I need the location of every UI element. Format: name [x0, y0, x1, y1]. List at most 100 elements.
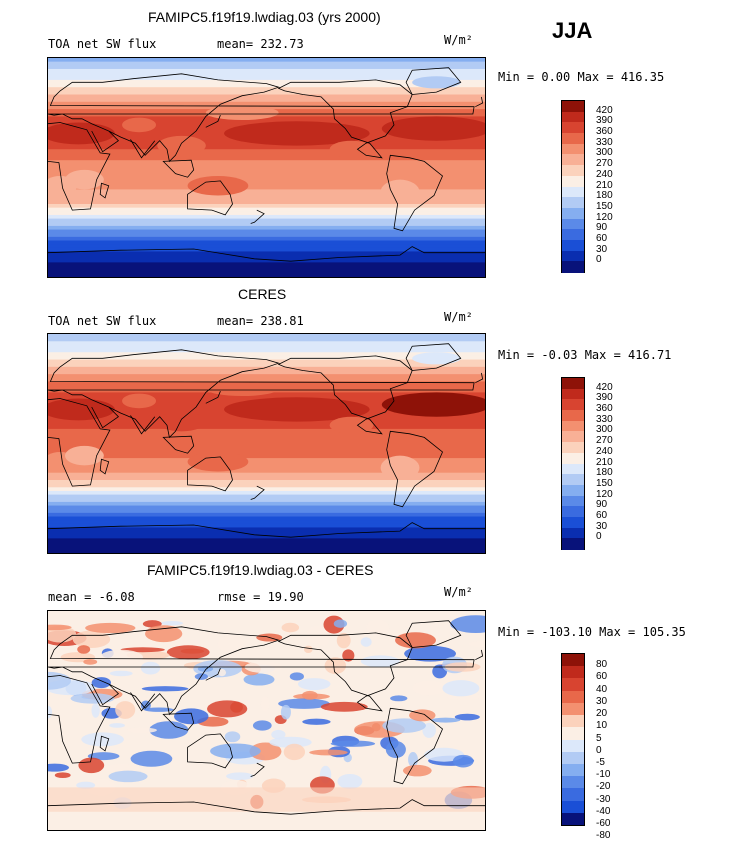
- colorbar-cell: [562, 776, 584, 789]
- coastline: [91, 683, 120, 706]
- anomaly-blob: [193, 660, 242, 678]
- coastline: [205, 668, 221, 681]
- anomaly-blob: [336, 632, 351, 649]
- field-band: [48, 334, 485, 339]
- field-band: [48, 255, 485, 260]
- anomaly-blob: [127, 727, 157, 733]
- anomaly-blob: [99, 649, 143, 665]
- field-band: [48, 483, 485, 488]
- panel1-coastlines: [48, 67, 485, 262]
- field-band: [48, 229, 485, 234]
- anomaly-blob: [207, 700, 248, 718]
- anomaly-blob: [442, 680, 480, 697]
- colorbar-cell: [562, 154, 584, 166]
- coastline: [48, 73, 475, 163]
- coastline: [162, 159, 195, 178]
- colorbar-tick-label: 0: [596, 744, 602, 756]
- coastline: [386, 430, 443, 508]
- field-band: [48, 204, 485, 209]
- field-feature: [381, 116, 485, 141]
- panel3-minmax: Min = -103.10 Max = 105.35: [498, 625, 686, 639]
- colorbar-cell: [562, 702, 584, 716]
- field-band: [48, 225, 485, 231]
- panel1-title: FAMIPC5.f19f19.lwdiag.03 (yrs 2000): [148, 9, 381, 25]
- field-band: [48, 273, 485, 277]
- anomaly-blob: [160, 620, 184, 626]
- colorbar-tick-label: -10: [596, 769, 611, 781]
- panel2-field: [48, 334, 485, 553]
- anomaly-blob: [450, 615, 485, 633]
- coastline: [475, 372, 484, 384]
- colorbar-cell: [562, 143, 584, 155]
- panel3-difference-map: [47, 610, 486, 831]
- anomaly-blob: [402, 764, 432, 777]
- field-band: [48, 425, 485, 430]
- colorbar-tick-label: 10: [596, 720, 608, 732]
- coastline: [99, 458, 110, 475]
- anomaly-blob: [54, 772, 71, 779]
- anomaly-blob: [76, 781, 96, 789]
- field-feature: [64, 445, 104, 466]
- anomaly-blob: [115, 701, 136, 719]
- colorbar-tick-label: 80: [596, 659, 608, 671]
- field-band: [48, 61, 485, 66]
- field-band: [48, 527, 485, 532]
- field-band: [48, 247, 485, 253]
- field-band: [48, 523, 485, 529]
- anomaly-blob: [395, 632, 436, 649]
- anomaly-blob: [140, 661, 161, 675]
- colorbar-tick-label: 30: [596, 520, 608, 532]
- panel2-title: CERES: [238, 286, 287, 302]
- anomaly-blob: [278, 698, 330, 709]
- colorbar-cell: [562, 727, 584, 740]
- anomaly-blob: [280, 704, 291, 720]
- anomaly-blob: [283, 743, 306, 761]
- colorbar-tick-label: 120: [596, 488, 613, 500]
- field-band: [48, 366, 485, 372]
- panel3-mean-label: mean = -6.08: [48, 590, 135, 604]
- panel3-title: FAMIPC5.f19f19.lwdiag.03 - CERES: [147, 562, 374, 578]
- colorbar-tick-label: 30: [596, 243, 608, 255]
- field-feature: [380, 179, 420, 204]
- colorbar-tick-label: 90: [596, 499, 608, 511]
- field-band: [48, 178, 485, 183]
- field-band: [48, 432, 485, 437]
- field-band: [48, 79, 485, 85]
- anomaly-blob: [130, 750, 173, 767]
- field-band: [48, 447, 485, 452]
- panel1-map-svg: [48, 58, 485, 277]
- field-band: [48, 359, 485, 364]
- field-feature: [157, 411, 206, 432]
- field-feature: [381, 392, 485, 417]
- colorbar-cell: [562, 239, 584, 252]
- colorbar-tick-label: 180: [596, 467, 613, 479]
- field-feature: [64, 169, 104, 190]
- anomaly-blob: [143, 707, 174, 712]
- field-band: [48, 344, 485, 350]
- anomaly-blob: [342, 649, 355, 662]
- anomaly-blob: [337, 773, 363, 790]
- coastline: [386, 707, 443, 785]
- colorbar-tick-label: 270: [596, 435, 613, 447]
- coastline: [250, 485, 265, 500]
- field-band: [48, 428, 485, 434]
- colorbar-cell: [562, 678, 584, 692]
- anomaly-blob: [243, 673, 275, 686]
- field-band: [48, 251, 485, 256]
- field-band: [48, 392, 485, 397]
- coastline: [162, 435, 195, 454]
- field-band: [48, 101, 485, 107]
- field-feature: [329, 416, 374, 434]
- field-feature: [224, 121, 370, 146]
- anomaly-blob: [91, 677, 111, 689]
- field-band: [48, 421, 485, 426]
- field-band: [48, 534, 485, 539]
- colorbar-tick-label: 60: [596, 509, 608, 521]
- field-band: [48, 72, 485, 77]
- field-band: [48, 76, 485, 81]
- anomaly-blob: [468, 641, 485, 648]
- field-band: [48, 352, 485, 357]
- colorbar-cell: [562, 186, 584, 198]
- field-band: [48, 341, 485, 346]
- colorbar-cell: [562, 484, 584, 497]
